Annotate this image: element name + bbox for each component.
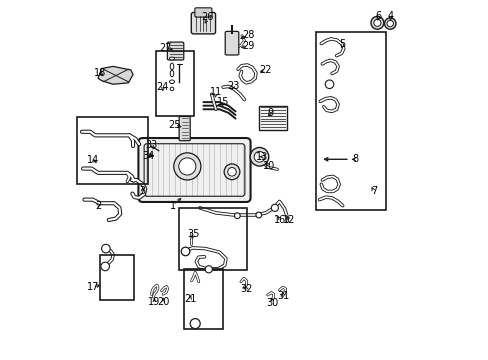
Circle shape	[102, 244, 110, 253]
Text: 33: 33	[145, 140, 158, 150]
Text: 10: 10	[262, 161, 274, 171]
Text: 15: 15	[217, 97, 229, 107]
Circle shape	[101, 262, 109, 271]
Text: 3: 3	[140, 186, 145, 197]
Bar	[156, 51, 194, 116]
Text: 13: 13	[256, 152, 268, 162]
Text: 6: 6	[375, 11, 381, 21]
Text: 9: 9	[266, 108, 273, 118]
Circle shape	[384, 18, 395, 29]
Text: 35: 35	[187, 229, 200, 239]
Text: 25: 25	[168, 120, 181, 130]
Text: 16: 16	[274, 215, 286, 225]
Circle shape	[250, 148, 268, 166]
Circle shape	[234, 213, 240, 219]
FancyBboxPatch shape	[225, 31, 238, 55]
Circle shape	[254, 152, 264, 162]
Text: 26: 26	[201, 13, 213, 22]
Circle shape	[271, 204, 278, 211]
Circle shape	[173, 153, 201, 180]
Text: 30: 30	[265, 298, 278, 308]
FancyBboxPatch shape	[179, 116, 190, 141]
Text: 5: 5	[339, 39, 345, 49]
Text: 27: 27	[160, 43, 172, 53]
Circle shape	[255, 212, 261, 218]
Text: 22: 22	[259, 65, 272, 75]
Text: 2: 2	[95, 201, 101, 211]
Text: 11: 11	[209, 87, 222, 98]
Text: 14: 14	[86, 156, 99, 165]
FancyBboxPatch shape	[194, 8, 212, 17]
Text: 23: 23	[226, 81, 239, 91]
Circle shape	[386, 20, 393, 27]
Circle shape	[179, 158, 196, 175]
FancyBboxPatch shape	[167, 42, 183, 60]
Bar	[258, 106, 286, 130]
Text: 31: 31	[276, 291, 288, 301]
Text: 18: 18	[94, 68, 106, 78]
Text: 17: 17	[86, 282, 99, 292]
Bar	[183, 269, 223, 329]
Text: 8: 8	[351, 154, 358, 164]
Text: 1: 1	[170, 201, 176, 211]
Polygon shape	[98, 66, 133, 84]
Text: 21: 21	[183, 294, 196, 303]
Text: 7: 7	[370, 186, 376, 196]
FancyBboxPatch shape	[191, 13, 215, 34]
FancyBboxPatch shape	[138, 138, 250, 202]
Text: 29: 29	[242, 41, 254, 51]
Circle shape	[181, 247, 189, 256]
Ellipse shape	[170, 63, 173, 69]
Ellipse shape	[169, 57, 174, 60]
Circle shape	[370, 17, 383, 29]
Text: 28: 28	[242, 30, 254, 40]
Circle shape	[205, 266, 212, 273]
Circle shape	[190, 319, 200, 329]
Bar	[315, 32, 385, 210]
Bar	[100, 255, 134, 300]
Ellipse shape	[169, 80, 174, 84]
Text: 34: 34	[142, 151, 154, 161]
Circle shape	[325, 80, 333, 89]
Text: 24: 24	[156, 82, 168, 92]
Bar	[77, 117, 148, 184]
Text: 20: 20	[157, 297, 169, 307]
Text: 4: 4	[387, 11, 393, 21]
Circle shape	[224, 164, 240, 180]
Circle shape	[373, 19, 380, 26]
Text: 19: 19	[148, 297, 160, 307]
Text: 32: 32	[240, 284, 252, 294]
Text: 12: 12	[283, 215, 295, 225]
Bar	[179, 207, 246, 270]
Ellipse shape	[170, 87, 173, 91]
Ellipse shape	[170, 70, 173, 77]
Circle shape	[227, 167, 236, 176]
